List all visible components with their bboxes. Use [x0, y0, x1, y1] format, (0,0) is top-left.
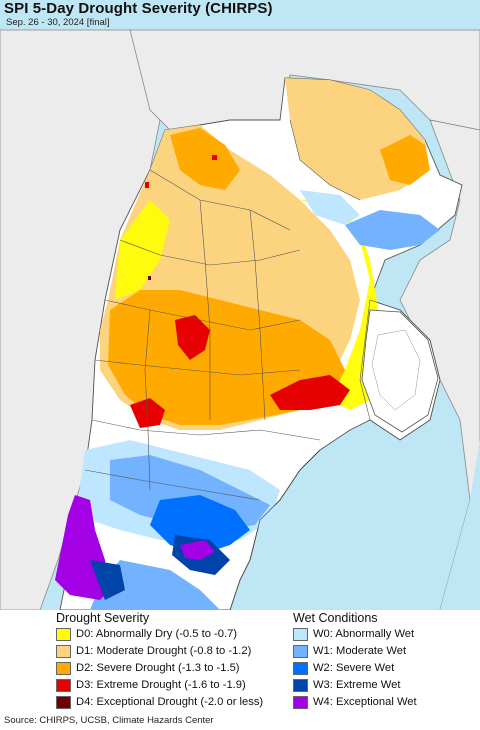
atlantic-ocean [440, 440, 480, 610]
d3-spot-north2 [212, 155, 217, 160]
legend-item-d3: D3: Extreme Drought (-1.6 to -1.9) [56, 677, 246, 693]
uruguay-w0 [371, 329, 421, 411]
legend-item-w1: W1: Moderate Wet [293, 643, 406, 659]
legend-label-w1: W1: Moderate Wet [313, 645, 407, 657]
d3-area-sw [130, 398, 165, 428]
legend-swatch-w4 [293, 695, 308, 709]
d2-area-ne [380, 135, 430, 185]
legend-swatch-w3 [293, 678, 308, 692]
legend-swatch-d4 [56, 695, 71, 709]
legend-swatch-d3 [56, 678, 71, 692]
legend: Drought Severity Wet Conditions D0: Abno… [0, 610, 480, 714]
map-canvas [0, 29, 480, 610]
legend-swatch-w2 [293, 661, 308, 675]
d3-area-central [270, 375, 350, 410]
map-title: SPI 5-Day Drought Severity (CHIRPS) [4, 0, 273, 17]
legend-label-d2: D2: Severe Drought (-1.3 to -1.5) [76, 662, 240, 674]
legend-label-w4: W4: Exceptional Wet [313, 696, 417, 708]
d4-spot [148, 276, 151, 280]
d3-spot-north [145, 182, 149, 188]
legend-label-w0: W0: Abnormally Wet [313, 628, 415, 640]
legend-swatch-d1 [56, 644, 71, 658]
legend-swatch-w0 [293, 627, 308, 641]
legend-drought-heading: Drought Severity [56, 611, 150, 625]
legend-label-d3: D3: Extreme Drought (-1.6 to -1.9) [76, 679, 246, 691]
legend-swatch-w1 [293, 644, 308, 658]
d3-area-west [175, 315, 210, 360]
source-credit: Source: CHIRPS, UCSB, Climate Hazards Ce… [4, 715, 214, 726]
legend-label-w2: W2: Severe Wet [313, 662, 395, 674]
d2-area-north [170, 128, 240, 190]
w1-area-ne [345, 210, 440, 250]
legend-label-d0: D0: Abnormally Dry (-0.5 to -0.7) [76, 628, 238, 640]
legend-wet-heading: Wet Conditions [293, 611, 378, 625]
legend-item-w4: W4: Exceptional Wet [293, 694, 417, 710]
legend-item-w2: W2: Severe Wet [293, 660, 394, 676]
w3-area-chile [90, 560, 125, 600]
brazil-land [399, 119, 480, 610]
legend-swatch-d0 [56, 627, 71, 641]
legend-item-w3: W3: Extreme Wet [293, 677, 400, 693]
legend-item-d4: D4: Exceptional Drought (-2.0 or less) [56, 694, 263, 710]
w0-area-ne [300, 190, 360, 225]
legend-label-d4: D4: Exceptional Drought (-2.0 or less) [76, 696, 264, 708]
legend-swatch-d2 [56, 661, 71, 675]
legend-label-w3: W3: Extreme Wet [313, 679, 401, 691]
legend-item-d2: D2: Severe Drought (-1.3 to -1.5) [56, 660, 240, 676]
map-subtitle: Sep. 26 - 30, 2024 [final] [6, 17, 110, 28]
drought-map: SPI 5-Day Drought Severity (CHIRPS) Sep.… [0, 0, 480, 610]
w1-area-patagonia [90, 560, 220, 610]
legend-item-d0: D0: Abnormally Dry (-0.5 to -0.7) [56, 626, 237, 642]
legend-item-d1: D1: Moderate Drought (-0.8 to -1.2) [56, 643, 251, 659]
province-borders [84, 119, 441, 501]
w4-area-south [180, 540, 215, 560]
coast-line-south [229, 449, 321, 610]
legend-item-w0: W0: Abnormally Wet [293, 626, 414, 642]
legend-label-d1: D1: Moderate Drought (-0.8 to -1.2) [76, 645, 252, 657]
d0-area-west [115, 200, 170, 300]
